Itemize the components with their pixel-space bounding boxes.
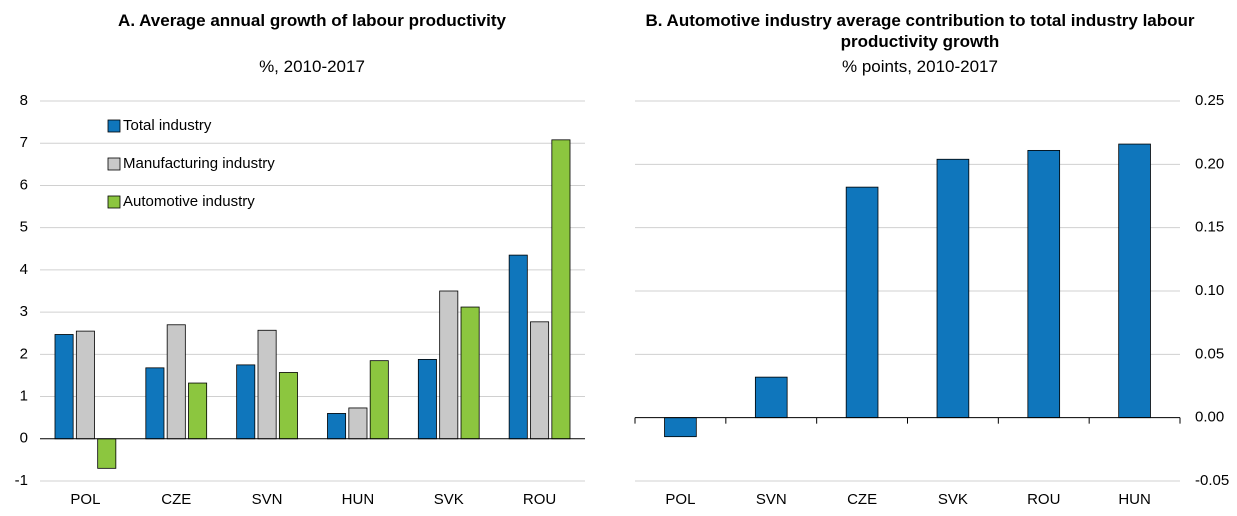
bar (754, 376, 788, 419)
bar (75, 330, 95, 440)
legend-label: Manufacturing industry (123, 155, 275, 172)
y-tick-label: 0.25 (1195, 92, 1224, 109)
y-tick-label: 1 (20, 388, 28, 405)
x-tick-label: CZE (847, 491, 877, 508)
bar (97, 438, 117, 469)
x-tick-label: HUN (342, 491, 375, 508)
bar (236, 364, 256, 440)
chart-subtitle: %, 2010-2017 (259, 57, 365, 76)
y-tick-label: 4 (20, 261, 28, 278)
y-tick-label: 0.00 (1195, 409, 1224, 426)
y-tick-label: 7 (20, 134, 28, 151)
bar (348, 407, 368, 440)
legend-label: Total industry (123, 117, 212, 134)
bar (936, 158, 970, 419)
y-tick-label: 0 (20, 430, 28, 447)
bar (369, 360, 389, 440)
y-tick-label: -0.05 (1195, 472, 1229, 489)
bar (188, 382, 208, 440)
legend-swatch (107, 195, 121, 209)
x-tick-label: SVN (252, 491, 283, 508)
y-tick-label: -1 (15, 472, 28, 489)
bar (530, 321, 550, 440)
x-tick-label: CZE (161, 491, 191, 508)
bar (145, 367, 165, 440)
bar (166, 324, 186, 440)
y-tick-label: 8 (20, 92, 28, 109)
x-tick-label: HUN (1118, 491, 1151, 508)
bar (460, 306, 480, 440)
bar (551, 139, 571, 440)
y-tick-label: 0.10 (1195, 282, 1224, 299)
bar (257, 329, 277, 440)
bar (327, 413, 347, 440)
bar (664, 417, 697, 438)
y-tick-label: 0.15 (1195, 219, 1224, 236)
x-tick-label: POL (665, 491, 695, 508)
bar (54, 334, 74, 440)
x-tick-label: SVK (434, 491, 464, 508)
bar (845, 186, 879, 419)
legend-swatch (107, 157, 121, 171)
bar (1118, 143, 1151, 419)
y-tick-label: 0.20 (1195, 155, 1224, 172)
bar (417, 358, 437, 440)
y-tick-label: 5 (20, 219, 28, 236)
bar (439, 290, 459, 440)
bar (278, 372, 298, 440)
chart-subtitle: % points, 2010-2017 (842, 57, 998, 76)
legend-label: Automotive industry (123, 193, 255, 210)
x-tick-label: SVK (938, 491, 968, 508)
x-tick-label: ROU (1027, 491, 1060, 508)
x-tick-label: SVN (756, 491, 787, 508)
bar (1027, 149, 1061, 419)
y-tick-label: 2 (20, 345, 28, 362)
y-tick-label: 3 (20, 303, 28, 320)
x-tick-label: POL (70, 491, 100, 508)
y-tick-label: 0.05 (1195, 345, 1224, 362)
bar (508, 254, 528, 440)
y-tick-label: 6 (20, 176, 28, 193)
x-tick-label: ROU (523, 491, 556, 508)
chart-title: B. Automotive industry average contribut… (645, 11, 1195, 51)
chart-title: A. Average annual growth of labour produ… (118, 11, 506, 30)
legend-swatch (107, 119, 121, 133)
